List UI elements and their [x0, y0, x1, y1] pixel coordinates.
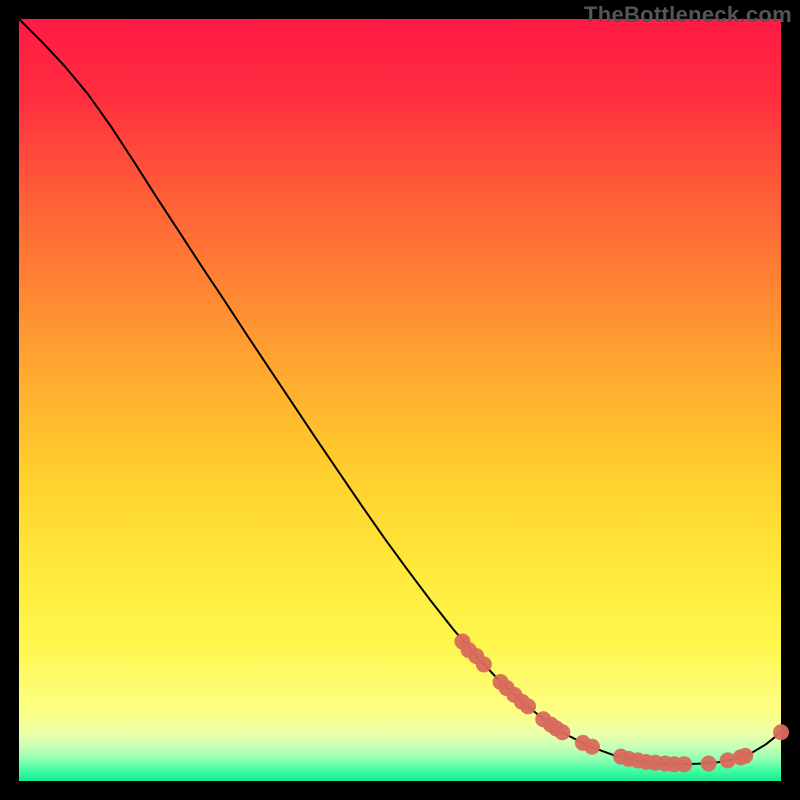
marker-point	[701, 755, 717, 771]
marker-point	[676, 756, 692, 772]
marker-point	[520, 698, 536, 714]
marker-point	[584, 739, 600, 755]
marker-point	[476, 656, 492, 672]
marker-point	[554, 724, 570, 740]
marker-point	[737, 748, 753, 764]
bottleneck-plot	[0, 0, 800, 800]
watermark-text: TheBottleneck.com	[584, 2, 792, 28]
marker-point	[773, 724, 789, 740]
plot-background	[19, 19, 781, 781]
